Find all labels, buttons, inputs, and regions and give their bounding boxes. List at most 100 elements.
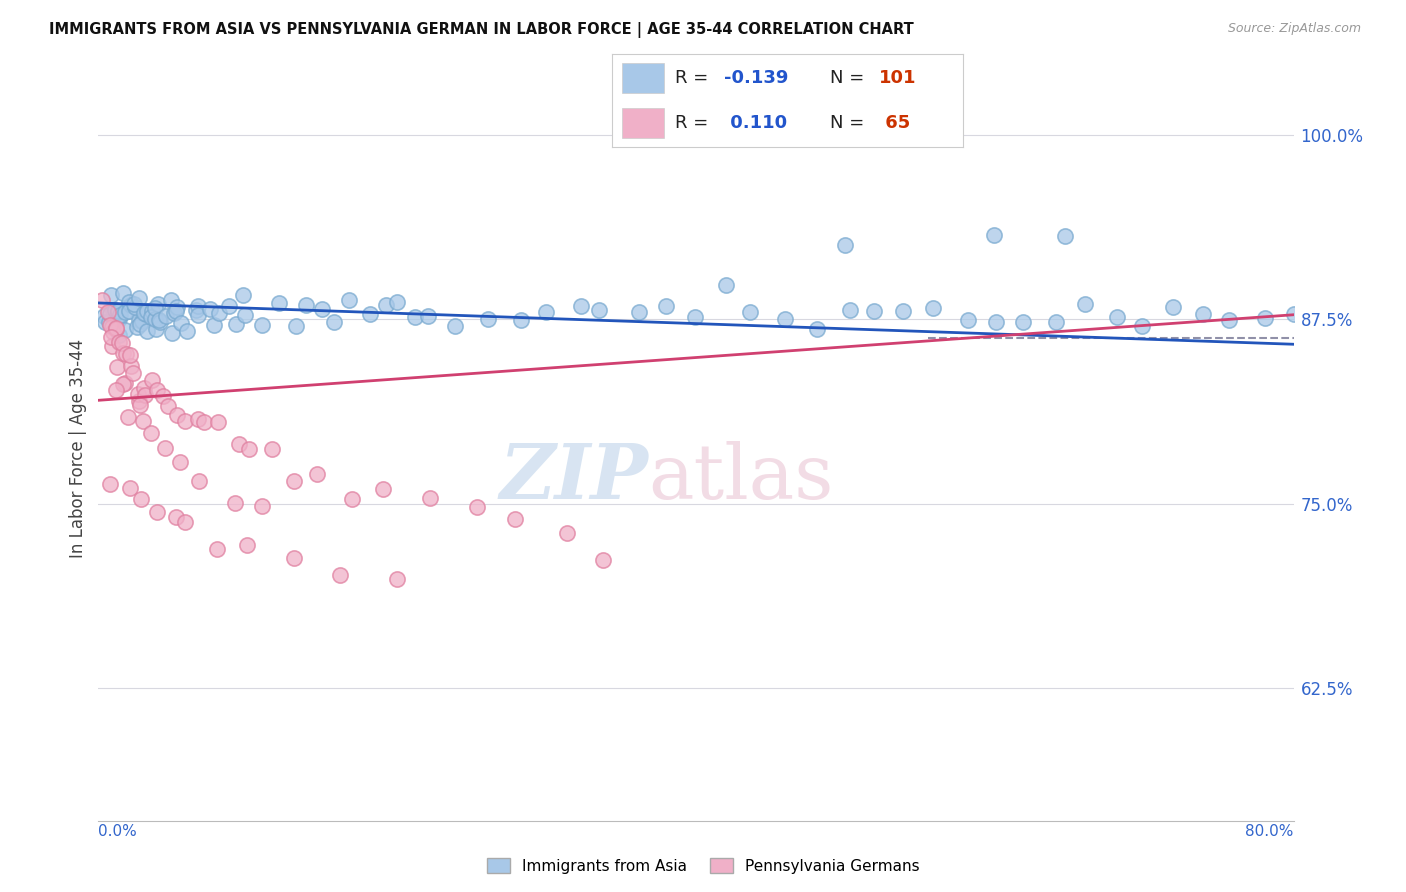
Point xyxy=(267,296,290,310)
Point xyxy=(118,349,141,363)
Point xyxy=(1045,315,1067,329)
Point xyxy=(146,297,169,311)
Point xyxy=(1012,315,1035,329)
Point xyxy=(143,311,166,326)
Point xyxy=(155,309,177,323)
Point xyxy=(105,305,128,319)
Point xyxy=(627,304,650,318)
Point xyxy=(375,297,398,311)
Point xyxy=(260,442,283,456)
Point xyxy=(307,467,329,482)
Point xyxy=(238,442,260,457)
Point xyxy=(385,295,408,310)
Point xyxy=(145,321,167,335)
Point xyxy=(295,298,318,312)
Point xyxy=(107,305,129,319)
Point xyxy=(135,325,157,339)
Point xyxy=(166,300,188,314)
Text: Source: ZipAtlas.com: Source: ZipAtlas.com xyxy=(1227,22,1361,36)
Point xyxy=(228,436,250,450)
Point xyxy=(176,324,198,338)
Point xyxy=(337,293,360,308)
Point xyxy=(107,310,129,325)
Point xyxy=(193,415,215,429)
Point xyxy=(465,500,488,514)
Point xyxy=(205,542,228,557)
Point xyxy=(124,296,146,310)
Point xyxy=(104,322,127,336)
Point xyxy=(236,538,259,552)
FancyBboxPatch shape xyxy=(621,108,665,138)
Point xyxy=(93,309,115,323)
Point xyxy=(170,316,193,330)
Point xyxy=(160,326,183,341)
Point xyxy=(139,425,162,440)
Point xyxy=(160,293,183,308)
Point xyxy=(128,394,150,409)
Point xyxy=(114,322,136,336)
Point xyxy=(108,334,131,349)
Point xyxy=(134,388,156,402)
Point xyxy=(1130,318,1153,333)
Point xyxy=(104,302,127,317)
Point xyxy=(129,492,152,507)
Point xyxy=(187,411,209,425)
Point xyxy=(283,474,305,488)
Point xyxy=(891,304,914,318)
Point xyxy=(569,300,592,314)
Point xyxy=(100,330,122,344)
Text: -0.139: -0.139 xyxy=(724,69,789,87)
Point xyxy=(208,306,231,320)
Point xyxy=(112,285,135,300)
Y-axis label: In Labor Force | Age 35-44: In Labor Force | Age 35-44 xyxy=(69,339,87,558)
Point xyxy=(922,301,945,315)
Point xyxy=(862,303,884,318)
Point xyxy=(136,304,159,318)
Point xyxy=(132,381,155,395)
Point xyxy=(98,307,121,321)
Point xyxy=(536,304,558,318)
Point xyxy=(174,515,197,529)
Text: N =: N = xyxy=(830,69,869,87)
Point xyxy=(100,288,122,302)
Point xyxy=(135,307,157,321)
Point xyxy=(233,308,256,322)
Point xyxy=(187,299,209,313)
Point xyxy=(477,312,499,326)
Point xyxy=(128,398,150,412)
Point xyxy=(121,367,143,381)
Point xyxy=(115,347,138,361)
Point xyxy=(128,317,150,331)
Point xyxy=(128,313,150,327)
Point xyxy=(107,303,129,318)
Point xyxy=(127,320,149,334)
Point xyxy=(385,572,408,586)
Text: atlas: atlas xyxy=(648,441,834,515)
Point xyxy=(143,301,166,315)
Text: 0.0%: 0.0% xyxy=(98,823,138,838)
Point xyxy=(105,321,128,335)
Point xyxy=(187,475,209,489)
Point xyxy=(834,238,856,252)
Point xyxy=(340,491,363,506)
Point xyxy=(100,338,122,352)
Point xyxy=(111,376,134,391)
Point xyxy=(153,441,176,455)
Point xyxy=(98,318,121,332)
Point xyxy=(101,319,124,334)
Point xyxy=(169,455,191,469)
Point xyxy=(103,303,125,318)
Point xyxy=(141,373,163,387)
Point xyxy=(714,277,737,292)
Text: 65: 65 xyxy=(879,114,910,132)
Point xyxy=(120,359,142,373)
Point xyxy=(111,345,134,359)
Point xyxy=(984,315,1007,329)
Legend: Immigrants from Asia, Pennsylvania Germans: Immigrants from Asia, Pennsylvania Germa… xyxy=(481,852,925,880)
Text: 101: 101 xyxy=(879,69,917,87)
Point xyxy=(1107,310,1129,325)
Text: N =: N = xyxy=(830,114,869,132)
Point xyxy=(111,335,134,350)
Point xyxy=(773,312,796,326)
Point xyxy=(218,299,240,313)
